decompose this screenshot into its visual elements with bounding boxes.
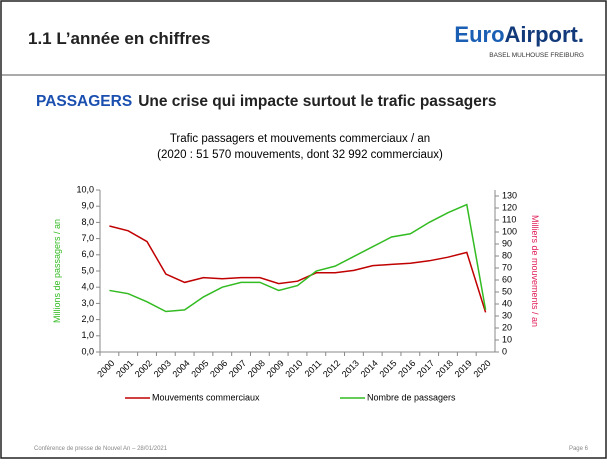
- y2-tick-label: 70: [502, 262, 512, 272]
- y-tick-label: 5,0: [81, 265, 94, 275]
- y2-tick-label: 30: [502, 310, 512, 320]
- chart-subtitle: (2020 : 51 570 mouvements, dont 32 992 c…: [157, 149, 443, 161]
- headline-text: Une crise qui impacte surtout le trafic …: [138, 93, 496, 110]
- y2-tick-label: 10: [502, 334, 512, 344]
- legend-label: Mouvements commerciaux: [152, 392, 260, 402]
- y-tick-label: 6,0: [81, 249, 94, 259]
- y-tick-label: 1,0: [81, 330, 94, 340]
- legend-label: Nombre de passagers: [367, 392, 456, 402]
- y-tick-label: 9,0: [81, 201, 94, 211]
- y2-tick-label: 40: [502, 298, 512, 308]
- y-axis-label: Millions de passagers / an: [52, 219, 62, 323]
- y-tick-label: 4,0: [81, 282, 94, 292]
- headline-keyword: PASSAGERS: [36, 93, 132, 110]
- y-tick-label: 0,0: [81, 346, 94, 356]
- y2-tick-label: 100: [502, 226, 517, 236]
- headline: PASSAGERS Une crise qui impacte surtout l…: [36, 93, 497, 110]
- y2-tick-label: 110: [502, 214, 516, 224]
- y2-tick-label: 20: [502, 322, 512, 332]
- logo-subtitle: BASEL MULHOUSE FREIBURG: [489, 52, 584, 59]
- y2-tick-label: 60: [502, 274, 512, 284]
- y2-tick-label: 120: [502, 202, 517, 212]
- y2-tick-label: 50: [502, 286, 512, 296]
- y-tick-label: 10,0: [76, 184, 94, 194]
- logo-part1: Euro: [454, 22, 504, 47]
- logo: EuroAirport.: [454, 22, 584, 47]
- series-line: [109, 225, 487, 313]
- y-tick-label: 2,0: [81, 314, 94, 324]
- y-tick-label: 7,0: [81, 233, 94, 243]
- logo-part2: Airport.: [505, 22, 584, 47]
- y-tick-label: 3,0: [81, 298, 94, 308]
- footer-left: Conférence de presse de Nouvel An – 28/0…: [34, 446, 168, 452]
- series-line: [109, 203, 487, 313]
- y-tick-label: 8,0: [81, 217, 94, 227]
- y2-tick-label: 130: [502, 190, 517, 200]
- y2-tick-label: 80: [502, 250, 512, 260]
- y2-tick-label: 90: [502, 238, 512, 248]
- chart-title: Trafic passagers et mouvements commercia…: [170, 133, 430, 145]
- y2-axis-label: Milliers de mouvements / an: [530, 215, 540, 327]
- footer-right: Page 6: [569, 446, 589, 452]
- header-title: 1.1 L’année en chiffres: [28, 29, 210, 48]
- y2-tick-label: 0: [502, 346, 507, 356]
